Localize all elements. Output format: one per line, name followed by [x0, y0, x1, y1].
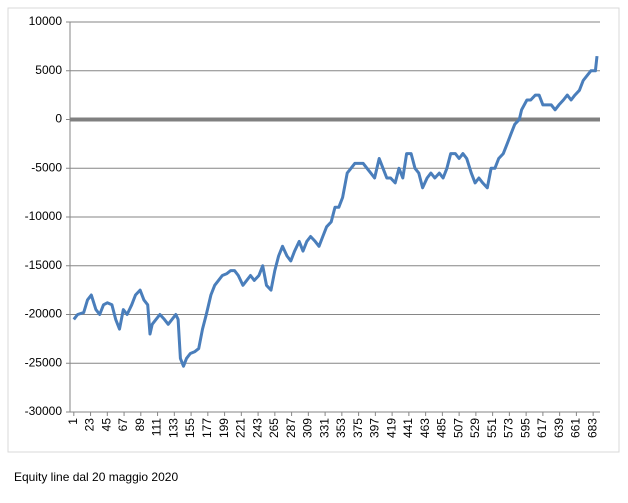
x-tick-label: 23 — [83, 418, 97, 432]
x-tick-label: 485 — [435, 418, 449, 438]
x-tick-label: 683 — [585, 418, 599, 438]
x-tick-label: 529 — [468, 418, 482, 438]
x-tick-label: 573 — [502, 418, 516, 438]
x-tick-label: 661 — [569, 418, 583, 438]
y-tick-label: 5000 — [35, 63, 62, 77]
x-tick-label: 221 — [234, 418, 248, 438]
x-tick-label: 287 — [284, 418, 298, 438]
x-tick-label: 507 — [451, 418, 465, 438]
x-tick-label: 551 — [485, 418, 499, 438]
x-tick-label: 155 — [183, 418, 197, 438]
x-tick-label: 397 — [368, 418, 382, 438]
y-tick-label: -5000 — [31, 160, 62, 174]
x-tick-label: 463 — [418, 418, 432, 438]
x-tick-label: 639 — [552, 418, 566, 438]
x-tick-label: 331 — [317, 418, 331, 438]
x-tick-label: 1 — [66, 418, 80, 425]
y-tick-label: -15000 — [25, 258, 63, 272]
x-tick-label: 617 — [535, 418, 549, 438]
y-tick-label: 0 — [55, 112, 62, 126]
x-tick-label: 133 — [166, 418, 180, 438]
x-tick-label: 243 — [250, 418, 264, 438]
x-tick-label: 353 — [334, 418, 348, 438]
y-tick-label: -30000 — [25, 404, 63, 418]
x-tick-label: 309 — [301, 418, 315, 438]
y-tick-label: -25000 — [25, 355, 63, 369]
x-tick-label: 45 — [99, 418, 113, 432]
x-tick-label: 419 — [384, 418, 398, 438]
x-tick-label: 111 — [150, 418, 164, 437]
x-tick-label: 89 — [133, 418, 147, 432]
caption: Equity line dal 20 maggio 2020 — [14, 470, 178, 484]
x-tick-label: 177 — [200, 418, 214, 438]
x-tick-label: 265 — [267, 418, 281, 438]
x-tick-label: 199 — [217, 418, 231, 438]
equity-line — [72, 55, 599, 368]
y-tick-label: -10000 — [25, 209, 63, 223]
x-tick-label: 595 — [518, 418, 532, 438]
chart-frame — [7, 7, 620, 453]
y-tick-label: 10000 — [29, 14, 63, 28]
x-tick-label: 67 — [116, 418, 130, 432]
x-tick-label: 375 — [351, 418, 365, 438]
y-tick-label: -20000 — [25, 307, 63, 321]
x-tick-label: 441 — [401, 418, 415, 438]
